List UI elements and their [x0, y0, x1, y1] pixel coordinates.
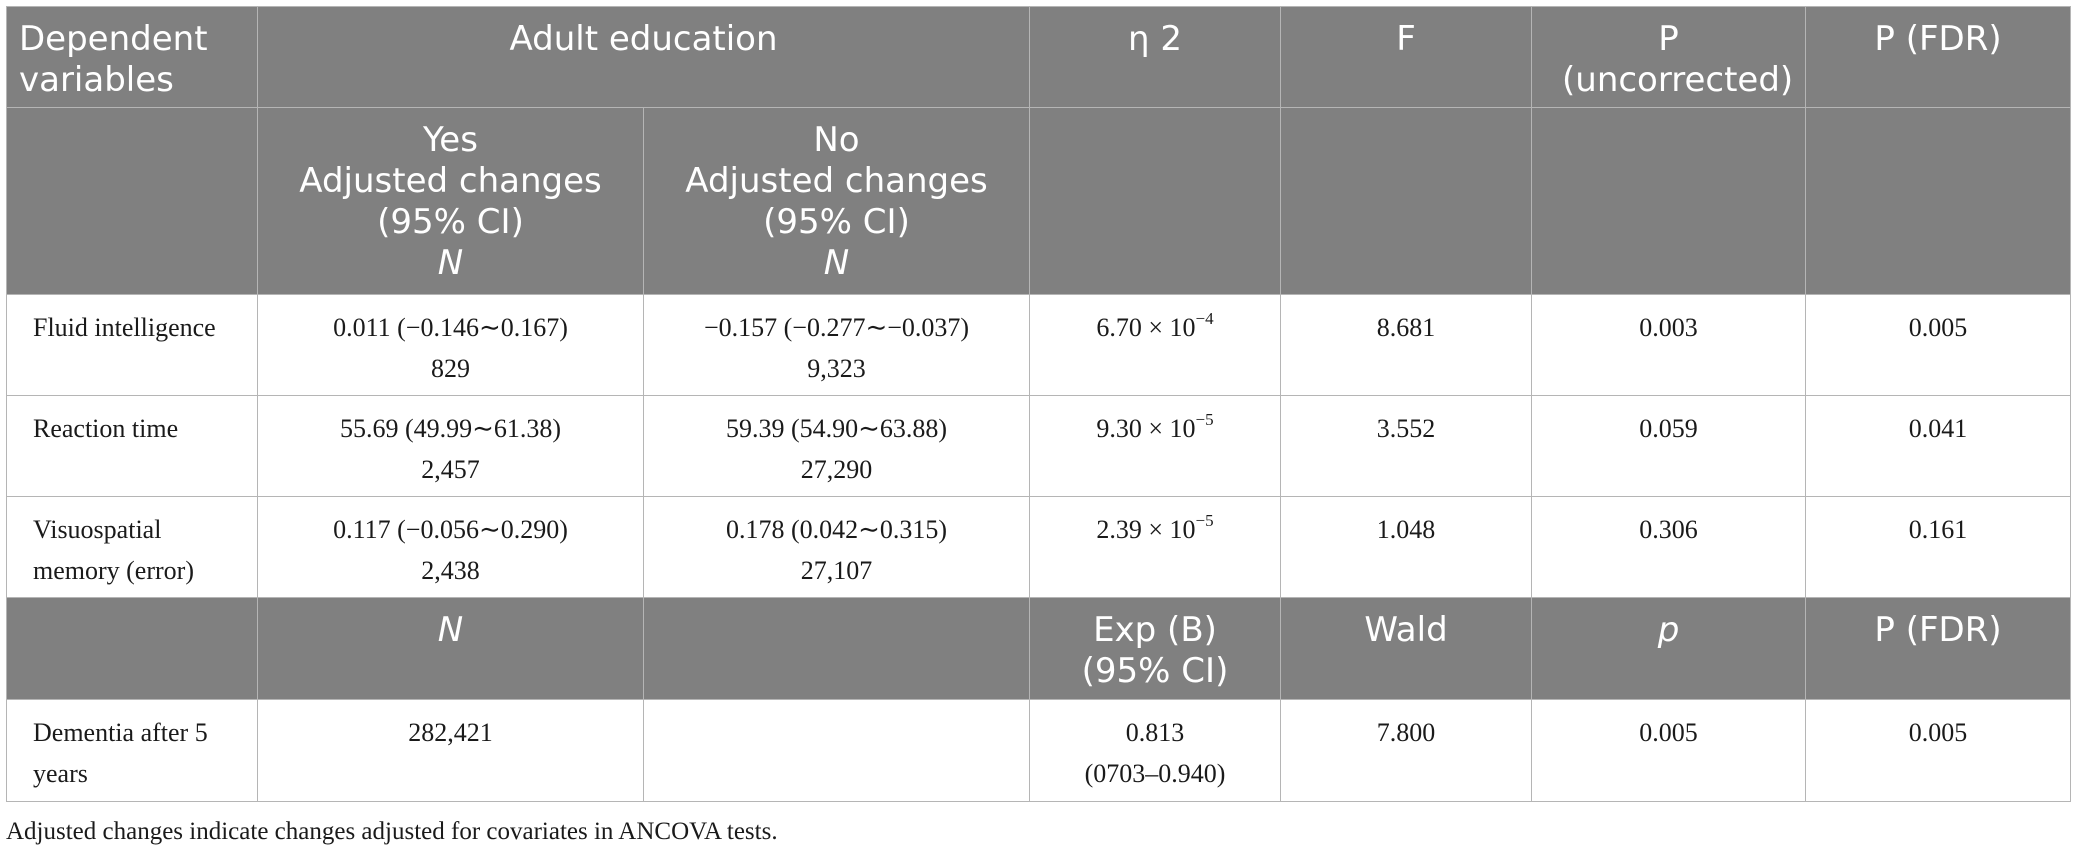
- header-row-2: Yes Adjusted changes (95% CI) N No Adjus…: [6, 107, 2071, 295]
- table-footnote: Adjusted changes indicate changes adjust…: [6, 818, 778, 845]
- variable-name: Visuospatial memory (error): [6, 496, 258, 598]
- table-row: Reaction time 55.69 (49.99∼61.38) 2,457 5…: [6, 395, 2071, 497]
- header-row-3: N Exp (B) (95% CI) Wald p P (FDR): [6, 597, 2071, 700]
- header-no-adjusted: Adjusted changes: [685, 161, 988, 201]
- exp-b-ci: (0703–0.940): [1084, 759, 1226, 788]
- p-fdr-value: 0.005: [1805, 699, 2071, 802]
- header-p-fdr: P (FDR): [1805, 597, 2071, 700]
- header-exp-b: Exp (B) (95% CI): [1029, 597, 1281, 700]
- yes-n: 2,457: [421, 455, 480, 484]
- header-no-label: No: [813, 120, 860, 160]
- results-table-container: Dependent variables Adult education η 2 …: [6, 6, 2071, 802]
- header-empty-cell: [1531, 107, 1806, 295]
- yes-ci: 0.117 (−0.056∼0.290): [333, 515, 568, 544]
- p-uncorrected-value: 0.003: [1531, 294, 1806, 396]
- header-p: p: [1531, 597, 1806, 700]
- no-ci: 0.178 (0.042∼0.315): [725, 515, 948, 544]
- header-yes: Yes Adjusted changes (95% CI) N: [257, 107, 644, 295]
- header-empty-cell: [6, 107, 258, 295]
- header-adult-education: Adult education: [257, 6, 1030, 108]
- no-cell: 59.39 (54.90∼63.88) 27,290: [643, 395, 1030, 497]
- empty-cell: [643, 699, 1030, 802]
- eta2-exponent: −4: [1195, 309, 1214, 328]
- p-value: 0.005: [1531, 699, 1806, 802]
- header-empty-cell: [1280, 107, 1532, 295]
- eta2-exponent: −5: [1195, 511, 1214, 530]
- yes-ci: 0.011 (−0.146∼0.167): [333, 313, 568, 342]
- variable-name: Dementia after 5 years: [6, 699, 258, 802]
- f-value: 1.048: [1280, 496, 1532, 598]
- n-value: 282,421: [257, 699, 644, 802]
- header-no-n: N: [823, 243, 850, 283]
- header-empty-cell: [1805, 107, 2071, 295]
- header-yes-adjusted: Adjusted changes: [299, 161, 602, 201]
- p-fdr-value: 0.005: [1805, 294, 2071, 396]
- header-empty-cell: [1029, 107, 1281, 295]
- no-cell: 0.178 (0.042∼0.315) 27,107: [643, 496, 1030, 598]
- header-exp-b-label: Exp (B): [1093, 610, 1217, 650]
- wald-value: 7.800: [1280, 699, 1532, 802]
- eta2-value: 9.30 × 10: [1096, 414, 1196, 443]
- eta2-exponent: −5: [1195, 410, 1214, 429]
- header-empty-cell: [643, 597, 1030, 700]
- variable-name: Fluid intelligence: [6, 294, 258, 396]
- eta2-cell: 2.39 × 10−5: [1029, 496, 1281, 598]
- header-wald: Wald: [1280, 597, 1532, 700]
- yes-cell: 0.011 (−0.146∼0.167) 829: [257, 294, 644, 396]
- eta2-cell: 9.30 × 10−5: [1029, 395, 1281, 497]
- header-p-fdr: P (FDR): [1805, 6, 2071, 108]
- p-fdr-value: 0.161: [1805, 496, 2071, 598]
- header-yes-label: Yes: [423, 120, 478, 160]
- no-n: 9,323: [807, 354, 866, 383]
- header-empty-cell: [6, 597, 258, 700]
- eta2-cell: 6.70 × 10−4: [1029, 294, 1281, 396]
- f-value: 8.681: [1280, 294, 1532, 396]
- table-row: Fluid intelligence 0.011 (−0.146∼0.167) 8…: [6, 294, 2071, 396]
- results-table: Dependent variables Adult education η 2 …: [6, 6, 2071, 802]
- table-row: Visuospatial memory (error) 0.117 (−0.05…: [6, 496, 2071, 598]
- header-n: N: [257, 597, 644, 700]
- header-eta2: η 2: [1029, 6, 1281, 108]
- table-row: Dementia after 5 years 282,421 0.813 (070…: [6, 699, 2071, 802]
- no-n: 27,290: [800, 455, 873, 484]
- yes-ci: 55.69 (49.99∼61.38): [339, 414, 562, 443]
- p-uncorrected-value: 0.306: [1531, 496, 1806, 598]
- no-cell: −0.157 (−0.277∼−0.037) 9,323: [643, 294, 1030, 396]
- header-exp-b-ci: (95% CI): [1081, 651, 1229, 691]
- yes-n: 2,438: [421, 556, 480, 585]
- eta2-value: 2.39 × 10: [1096, 515, 1196, 544]
- header-f: F: [1280, 6, 1532, 108]
- no-ci: −0.157 (−0.277∼−0.037): [703, 313, 970, 342]
- yes-n: 829: [431, 354, 470, 383]
- variable-name: Reaction time: [6, 395, 258, 497]
- no-ci: 59.39 (54.90∼63.88): [725, 414, 948, 443]
- eta2-value: 6.70 × 10: [1096, 313, 1196, 342]
- header-p-uncorrected: P (uncorrected): [1531, 6, 1806, 108]
- p-uncorrected-value: 0.059: [1531, 395, 1806, 497]
- header-no-ci: (95% CI): [763, 202, 910, 242]
- f-value: 3.552: [1280, 395, 1532, 497]
- no-n: 27,107: [800, 556, 873, 585]
- yes-cell: 0.117 (−0.056∼0.290) 2,438: [257, 496, 644, 598]
- header-row-1: Dependent variables Adult education η 2 …: [6, 6, 2071, 108]
- header-yes-ci: (95% CI): [377, 202, 524, 242]
- exp-b-value: 0.813: [1125, 718, 1185, 747]
- header-dependent-variables: Dependent variables: [6, 6, 258, 108]
- header-yes-n: N: [437, 243, 464, 283]
- p-fdr-value: 0.041: [1805, 395, 2071, 497]
- yes-cell: 55.69 (49.99∼61.38) 2,457: [257, 395, 644, 497]
- exp-b-cell: 0.813 (0703–0.940): [1029, 699, 1281, 802]
- header-no: No Adjusted changes (95% CI) N: [643, 107, 1030, 295]
